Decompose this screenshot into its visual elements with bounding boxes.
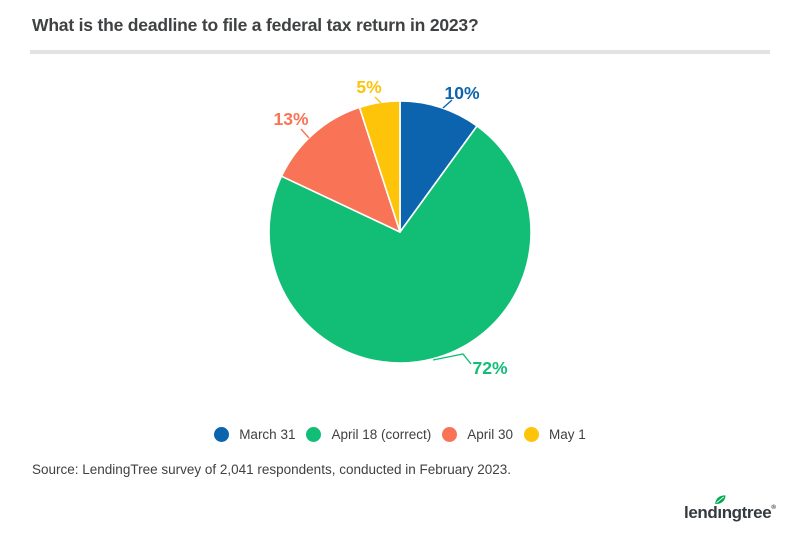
- legend-dot: [214, 427, 230, 442]
- slice-percent-label: 72%: [472, 358, 507, 378]
- legend-label: April 18 (correct): [331, 427, 432, 442]
- slice-percent-label: 5%: [356, 77, 382, 97]
- label-leader-line: [432, 353, 472, 365]
- logo-text-ngtree: ngtree: [721, 503, 772, 522]
- legend-item: March 31: [214, 427, 295, 442]
- pie-slice-april-30: [280, 106, 401, 233]
- legend-item: May 1: [524, 427, 586, 442]
- title-divider: [30, 50, 770, 54]
- label-leader-line: [300, 128, 310, 139]
- logo-text-lend: lend: [684, 503, 718, 522]
- pie-slice-march-31: [399, 100, 478, 233]
- lendingtree-logo: lend ıngtree®: [684, 495, 777, 523]
- leaf-icon: [715, 495, 726, 504]
- pie-slice-may-1: [358, 100, 401, 233]
- logo-dotless-i: ı: [717, 503, 722, 522]
- legend-dot: [442, 427, 458, 442]
- label-leader-line: [374, 96, 382, 104]
- legend-item: April 30: [442, 427, 513, 442]
- legend-dot: [524, 427, 540, 442]
- pie-slice-april-18-correct: [268, 125, 532, 364]
- legend-dot: [306, 427, 322, 442]
- slice-percent-label: 10%: [444, 83, 479, 103]
- source-note: Source: LendingTree survey of 2,041 resp…: [32, 462, 512, 477]
- legend-label: March 31: [239, 427, 296, 442]
- pie-chart: 10% 72% 13% 5%: [268, 77, 532, 378]
- logo-letter-i: ı: [715, 495, 726, 523]
- chart-legend: March 31 April 18 (correct) April 30 May 1: [0, 427, 800, 442]
- legend-label: April 30: [467, 427, 514, 442]
- page-title: What is the deadline to file a federal t…: [32, 15, 479, 35]
- slice-percent-label: 13%: [273, 109, 308, 129]
- legend-label: May 1: [549, 427, 586, 442]
- label-leader-line: [442, 99, 453, 109]
- legend-item: April 18 (correct): [306, 427, 431, 442]
- registered-mark: ®: [771, 504, 777, 511]
